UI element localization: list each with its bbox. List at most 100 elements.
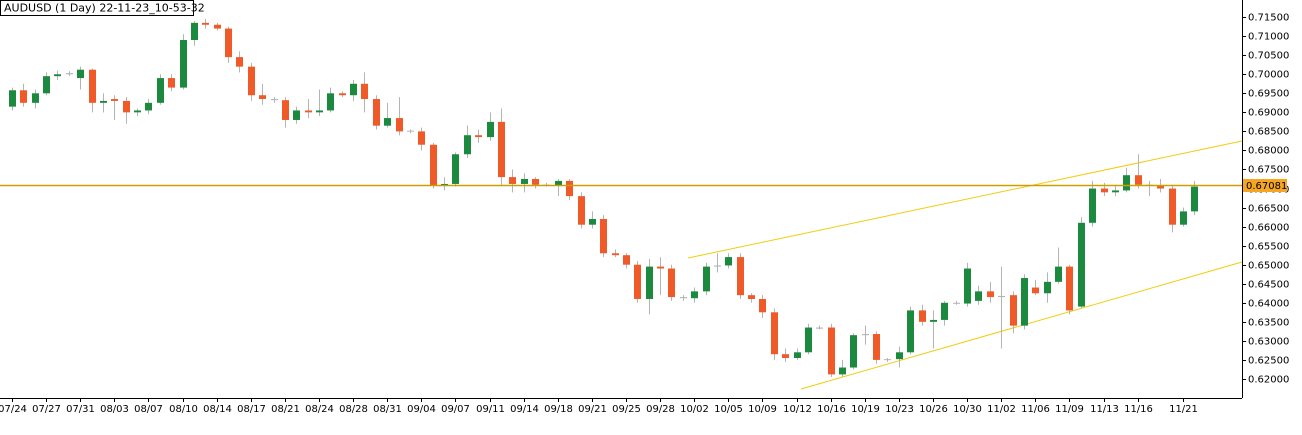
y-tick-label: 0.70500 xyxy=(1248,51,1289,62)
y-tick-label: 0.65000 xyxy=(1248,261,1289,272)
candle-body xyxy=(896,352,903,360)
y-tick-label: 0.71500 xyxy=(1248,13,1289,24)
y-tick-label: 0.62500 xyxy=(1248,356,1289,367)
candle-body xyxy=(998,295,1005,298)
candle-body xyxy=(964,268,971,304)
candle-body xyxy=(668,268,675,298)
candle-body xyxy=(509,177,516,184)
candle-body xyxy=(691,291,698,299)
candle-body xyxy=(1089,188,1096,223)
candle-body xyxy=(816,327,823,329)
y-tick-label: 0.65500 xyxy=(1248,242,1289,253)
candle-body xyxy=(873,334,880,360)
y-tick-label: 0.64000 xyxy=(1248,299,1289,310)
x-tick-label: 10/12 xyxy=(783,404,812,415)
candle-body xyxy=(987,291,994,298)
trend-line xyxy=(687,140,1243,259)
candle-body xyxy=(884,359,891,361)
candle-body xyxy=(396,118,403,132)
candle-body xyxy=(1191,186,1198,212)
candle-body xyxy=(327,93,334,111)
x-tick-label: 11/21 xyxy=(1169,404,1198,415)
x-tick-label: 07/27 xyxy=(32,404,61,415)
candle-body xyxy=(66,73,73,75)
candle-body xyxy=(600,218,607,254)
x-tick-label: 08/21 xyxy=(271,404,300,415)
candle-body xyxy=(236,57,243,67)
candle-body xyxy=(828,327,835,375)
x-tick-label: 08/14 xyxy=(203,404,232,415)
candle-body xyxy=(589,218,596,225)
candle-body xyxy=(305,110,312,113)
x-tick-label: 09/11 xyxy=(476,404,505,415)
x-tick-label: 11/13 xyxy=(1090,404,1119,415)
candle-body xyxy=(89,69,96,103)
y-tick-label: 0.63500 xyxy=(1248,318,1289,329)
candle-body xyxy=(578,196,585,225)
x-tick-label: 10/16 xyxy=(817,404,846,415)
y-tick-label: 0.68500 xyxy=(1248,127,1289,138)
candle-body xyxy=(1123,175,1130,191)
candle-body xyxy=(623,255,630,265)
candle-body xyxy=(794,352,801,359)
candle-body xyxy=(271,99,278,101)
candle-body xyxy=(975,291,982,301)
candle-body xyxy=(157,78,164,103)
candle-body xyxy=(100,100,107,103)
x-tick-label: 07/24 xyxy=(0,404,27,415)
x-tick-label: 08/24 xyxy=(305,404,334,415)
candle-body xyxy=(771,312,778,355)
x-tick-label: 10/05 xyxy=(714,404,743,415)
plot-area xyxy=(9,19,1198,378)
x-tick-label: 11/16 xyxy=(1124,404,1153,415)
candle-body xyxy=(555,180,562,186)
candle-body xyxy=(202,22,209,25)
candle-body xyxy=(1055,266,1062,282)
x-tick-label: 10/02 xyxy=(680,404,709,415)
candle-body xyxy=(9,90,16,107)
candle-body xyxy=(725,257,732,266)
candle-body xyxy=(1032,287,1039,294)
candle-body xyxy=(566,180,573,197)
candle-body xyxy=(32,93,39,103)
y-tick-label: 0.69000 xyxy=(1248,108,1289,119)
candle-body xyxy=(1010,295,1017,326)
chart-title: AUDUSD (1 Day) 22-11-23_10-53-32 xyxy=(4,2,205,15)
candle-body xyxy=(77,69,84,79)
y-tick-label: 0.70000 xyxy=(1248,70,1289,81)
title-box xyxy=(0,0,194,16)
y-tick-label: 0.71000 xyxy=(1248,32,1289,43)
candle-body xyxy=(1021,278,1028,326)
y-tick-label: 0.64500 xyxy=(1248,280,1289,291)
x-tick-label: 08/28 xyxy=(339,404,368,415)
y-tick-label: 0.62000 xyxy=(1248,375,1289,386)
x-tick-label: 10/19 xyxy=(851,404,880,415)
candle-body xyxy=(498,121,505,178)
x-tick-label: 09/18 xyxy=(544,404,573,415)
candle-body xyxy=(612,253,619,256)
candle-body xyxy=(441,183,448,186)
x-tick-label: 08/03 xyxy=(100,404,129,415)
x-tick-label: 11/06 xyxy=(1021,404,1050,415)
y-tick-label: 0.66500 xyxy=(1248,204,1289,215)
candle-body xyxy=(953,302,960,304)
x-tick-label: 09/07 xyxy=(441,404,470,415)
candle-body xyxy=(248,66,255,96)
candle-body xyxy=(839,367,846,375)
candle-body xyxy=(1157,185,1164,189)
candle-body xyxy=(475,135,482,138)
candle-body xyxy=(452,154,459,184)
candle-body xyxy=(1066,266,1073,311)
candle-body xyxy=(919,310,926,322)
candle-body xyxy=(805,327,812,353)
x-tick-label: 09/21 xyxy=(578,404,607,415)
y-tick-label: 0.68000 xyxy=(1248,146,1289,157)
candle-body xyxy=(487,121,494,138)
candle-body xyxy=(930,319,937,322)
candle-body xyxy=(532,179,539,185)
candle-body xyxy=(54,74,61,77)
candle-body xyxy=(1135,175,1142,185)
candle-body xyxy=(350,83,357,96)
candle-body xyxy=(862,334,869,336)
